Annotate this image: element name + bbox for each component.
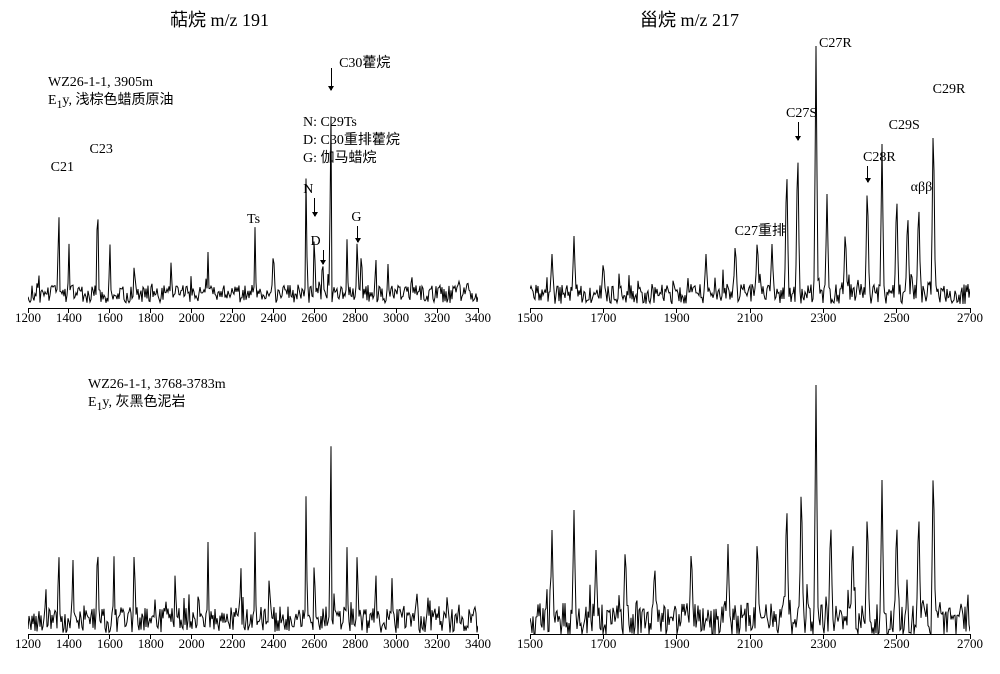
legend-block: N: C29TsD: C30重排藿烷G: 伽马蜡烷 — [303, 114, 400, 169]
x-tick-label: 2300 — [810, 310, 836, 326]
x-tick-label: 2400 — [260, 310, 286, 326]
peak-label: C27S — [786, 106, 817, 122]
x-tick-label: 3000 — [383, 310, 409, 326]
x-tick-label: 3000 — [383, 636, 409, 652]
x-tick-label: 1900 — [664, 636, 690, 652]
label-arrow — [323, 250, 324, 264]
x-tick-label: 2600 — [301, 636, 327, 652]
peak-label: C29R — [933, 82, 966, 98]
peak-label: αββ — [911, 180, 933, 196]
chart-panel-A: 1200140016001800200022002400260028003000… — [28, 34, 478, 338]
x-tick-label: 2100 — [737, 310, 763, 326]
label-arrow — [357, 226, 358, 242]
peak-label: G — [351, 210, 361, 226]
x-tick-label: 1800 — [138, 310, 164, 326]
x-tick-label: 1500 — [517, 636, 543, 652]
x-tick-label: 1200 — [15, 636, 41, 652]
x-tick-label: 2700 — [957, 310, 983, 326]
figure-root: 萜烷 m/z 191 甾烷 m/z 217 1200 1400 1600 1800 2000… — [0, 0, 1000, 674]
spectrum-trace — [530, 360, 970, 640]
x-tick-label: 2000 — [179, 636, 205, 652]
x-axis — [28, 308, 478, 309]
x-tick-label: 1500 — [517, 310, 543, 326]
spectrum-trace — [530, 34, 970, 314]
chart-panel-C: 1200140016001800200022002400260028003000… — [28, 360, 478, 664]
x-tick-label: 2100 — [737, 636, 763, 652]
chart-panel-D: 1500170019002100230025002700 — [530, 360, 970, 664]
x-tick-label: 1700 — [590, 310, 616, 326]
x-tick-label: 1900 — [664, 310, 690, 326]
x-tick-label: 2000 — [179, 310, 205, 326]
label-arrow — [331, 68, 332, 90]
peak-label: N — [303, 182, 313, 198]
x-tick-label: 2500 — [884, 310, 910, 326]
x-tick-label: 3200 — [424, 310, 450, 326]
x-tick-label: 2600 — [301, 310, 327, 326]
x-tick-label: 3400 — [465, 310, 491, 326]
peak-label: C27重排 — [735, 220, 786, 240]
peak-label: C28R — [863, 150, 896, 166]
x-tick-label: 2800 — [342, 636, 368, 652]
sample-label: WZ26-1-1, 3768-3783mE1y, 灰黑色泥岩 — [88, 376, 226, 414]
x-tick-label: 2200 — [220, 310, 246, 326]
x-tick-label: 2500 — [884, 636, 910, 652]
x-tick-label: 1600 — [97, 310, 123, 326]
peak-label: C23 — [90, 142, 113, 158]
x-tick-label: 2400 — [260, 636, 286, 652]
label-arrow — [867, 166, 868, 182]
column-title: 萜烷 m/z 191 — [170, 6, 269, 32]
x-tick-label: 1400 — [56, 636, 82, 652]
x-axis — [28, 634, 478, 635]
label-arrow — [314, 198, 315, 216]
x-tick-label: 1700 — [590, 636, 616, 652]
peak-label: Ts — [247, 212, 260, 228]
x-tick-label: 1200 — [15, 310, 41, 326]
x-tick-label: 2700 — [957, 636, 983, 652]
x-tick-label: 1600 — [97, 636, 123, 652]
column-title: 甾烷 m/z 217 — [640, 6, 739, 32]
peak-label: D — [310, 234, 320, 250]
sample-label: WZ26-1-1, 3905mE1y, 浅棕色蜡质原油 — [48, 74, 173, 112]
x-tick-label: 3200 — [424, 636, 450, 652]
peak-label: C29S — [889, 118, 920, 134]
x-tick-label: 1800 — [138, 636, 164, 652]
peak-label: C27R — [819, 36, 852, 52]
peak-label: C21 — [51, 160, 74, 176]
chart-panel-B: 1500170019002100230025002700C27重排C27SC27… — [530, 34, 970, 338]
x-tick-label: 3400 — [465, 636, 491, 652]
peak-label: C30藿烷 — [339, 52, 390, 72]
x-tick-label: 2200 — [220, 636, 246, 652]
x-tick-label: 2800 — [342, 310, 368, 326]
x-tick-label: 1400 — [56, 310, 82, 326]
x-tick-label: 2300 — [810, 636, 836, 652]
label-arrow — [798, 122, 799, 140]
